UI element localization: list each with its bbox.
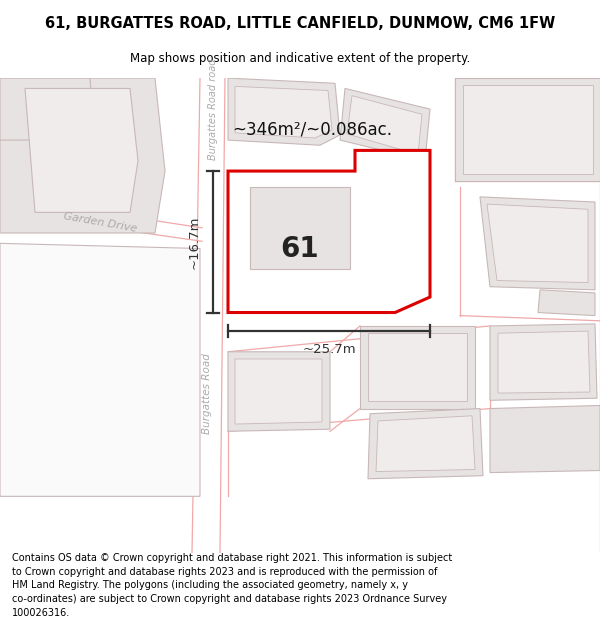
Text: Contains OS data © Crown copyright and database right 2021. This information is : Contains OS data © Crown copyright and d…: [12, 553, 452, 618]
Polygon shape: [480, 197, 595, 290]
Polygon shape: [228, 352, 330, 431]
Polygon shape: [228, 151, 430, 312]
Polygon shape: [498, 331, 590, 393]
Polygon shape: [0, 78, 165, 233]
Text: ~25.7m: ~25.7m: [302, 343, 356, 356]
Text: ~16.7m: ~16.7m: [188, 215, 201, 269]
Text: Burgattes Road road: Burgattes Road road: [208, 58, 218, 160]
Text: 61, BURGATTES ROAD, LITTLE CANFIELD, DUNMOW, CM6 1FW: 61, BURGATTES ROAD, LITTLE CANFIELD, DUN…: [45, 16, 555, 31]
Polygon shape: [490, 324, 597, 400]
Polygon shape: [250, 186, 350, 269]
Polygon shape: [463, 86, 593, 174]
Text: Map shows position and indicative extent of the property.: Map shows position and indicative extent…: [130, 52, 470, 65]
Polygon shape: [192, 78, 225, 553]
Polygon shape: [0, 243, 200, 496]
Text: ~346m²/~0.086ac.: ~346m²/~0.086ac.: [232, 121, 392, 139]
Polygon shape: [0, 78, 95, 140]
Polygon shape: [235, 359, 322, 424]
Polygon shape: [490, 406, 600, 472]
Polygon shape: [25, 89, 138, 212]
Polygon shape: [340, 89, 430, 161]
Polygon shape: [360, 326, 475, 409]
Text: Garden Drive: Garden Drive: [62, 211, 137, 234]
Polygon shape: [538, 290, 595, 316]
Polygon shape: [235, 86, 332, 138]
Polygon shape: [487, 204, 588, 282]
Polygon shape: [368, 333, 467, 401]
Text: 61: 61: [281, 234, 319, 262]
Text: Burgattes Road: Burgattes Road: [202, 352, 212, 434]
Polygon shape: [347, 96, 422, 154]
Polygon shape: [228, 78, 340, 145]
Polygon shape: [455, 78, 600, 181]
Polygon shape: [376, 416, 475, 471]
Polygon shape: [368, 409, 483, 479]
Polygon shape: [0, 197, 202, 241]
